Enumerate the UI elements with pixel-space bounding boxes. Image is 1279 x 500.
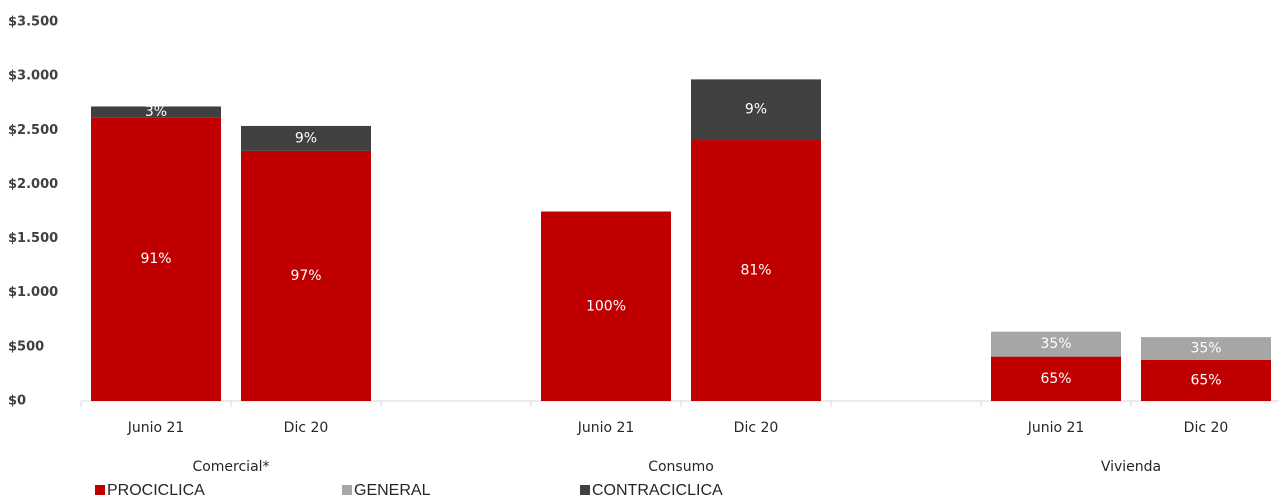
group-label: Comercial* [192, 459, 269, 475]
data-label: 100% [586, 298, 626, 314]
data-label: 81% [740, 263, 771, 279]
legend-swatch [580, 485, 590, 495]
legend-label: PROCICLICA [107, 482, 205, 499]
data-label: 9% [745, 102, 767, 118]
data-label: 3% [145, 104, 167, 120]
legend-label: GENERAL [354, 482, 431, 499]
bar-segment [91, 106, 221, 118]
data-label: 35% [1040, 336, 1071, 352]
data-label: 65% [1040, 371, 1071, 387]
legend-swatch [95, 485, 105, 495]
x-tick-label: Dic 20 [284, 420, 329, 436]
y-tick-label: $0 [8, 394, 26, 409]
bar-segment [241, 150, 371, 401]
bar-segment [691, 79, 821, 141]
bar-segment [91, 117, 221, 401]
data-label: 35% [1190, 340, 1221, 356]
legend-label: CONTRACICLICA [592, 482, 723, 499]
y-tick-label: $1.500 [8, 231, 58, 246]
x-tick-label: Dic 20 [734, 420, 779, 436]
y-tick-label: $2.500 [8, 123, 58, 138]
data-label: 65% [1190, 372, 1221, 388]
bar-segment [991, 331, 1121, 357]
bar-segment [1141, 337, 1271, 360]
y-tick-label: $500 [8, 339, 44, 354]
legend-swatch [342, 485, 352, 495]
data-label: 9% [295, 130, 317, 146]
data-label: 97% [290, 268, 321, 284]
group-label: Vivienda [1101, 459, 1161, 475]
y-tick-label: $2.000 [8, 177, 58, 192]
group-label: Consumo [648, 459, 714, 475]
x-tick-label: Junio 21 [127, 420, 185, 436]
bar-segment [241, 125, 371, 151]
x-tick-label: Junio 21 [577, 420, 635, 436]
y-tick-label: $3.000 [8, 69, 58, 84]
bar-segment [991, 356, 1121, 401]
data-label: 91% [140, 251, 171, 267]
x-tick-label: Junio 21 [1027, 420, 1085, 436]
bar-segment [691, 140, 821, 401]
bar-segment [541, 211, 671, 401]
y-tick-label: $1.000 [8, 285, 58, 300]
y-tick-label: $3.500 [8, 15, 58, 30]
bar-segment [1141, 359, 1271, 401]
x-tick-label: Dic 20 [1184, 420, 1229, 436]
